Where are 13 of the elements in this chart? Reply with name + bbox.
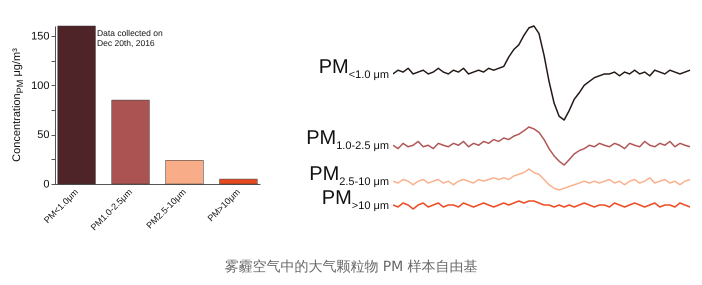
y-tick-label: 50 (37, 129, 50, 142)
annotation: Data collected on Dec 20th, 2016 (97, 28, 164, 49)
text: 雾霾空气中的大气颗粒物 PM 样本自由基 (224, 258, 478, 276)
series-label: PM$_{2.5-10 μm}$ (309, 163, 389, 188)
y-tick-label: 100 (31, 80, 50, 92)
series-label: PM$_{<1.0 μm}$ (318, 56, 389, 81)
y-tick-label: 0 (43, 178, 50, 190)
bar (111, 100, 150, 184)
y-tick-label: 150 (31, 30, 50, 42)
bar (219, 178, 258, 184)
series-label: PM$_{>10 μm}$ (322, 187, 389, 212)
bar (165, 160, 204, 184)
series-label: PM$_{1.0-2.5 μm}$ (306, 127, 389, 152)
